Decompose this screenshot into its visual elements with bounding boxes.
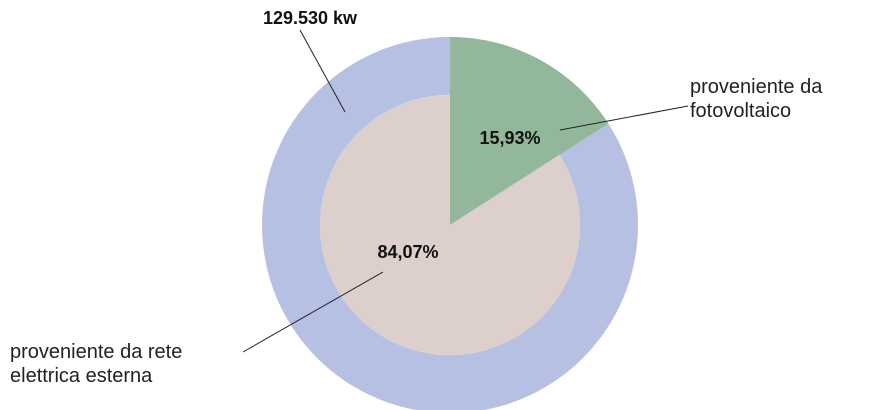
category-label: proveniente da rete elettrica esterna [10,341,183,387]
pie-slice [320,95,580,356]
value-label: 15,93% [479,128,540,148]
total-label: 129.530 kw [263,8,358,28]
value-label: 84,07% [377,242,438,262]
leader-line [559,105,689,131]
category-label: proveniente da fotovoltaico [690,76,823,122]
pie-slice [450,37,609,225]
leader-line [242,271,384,353]
leader-line [299,29,346,113]
